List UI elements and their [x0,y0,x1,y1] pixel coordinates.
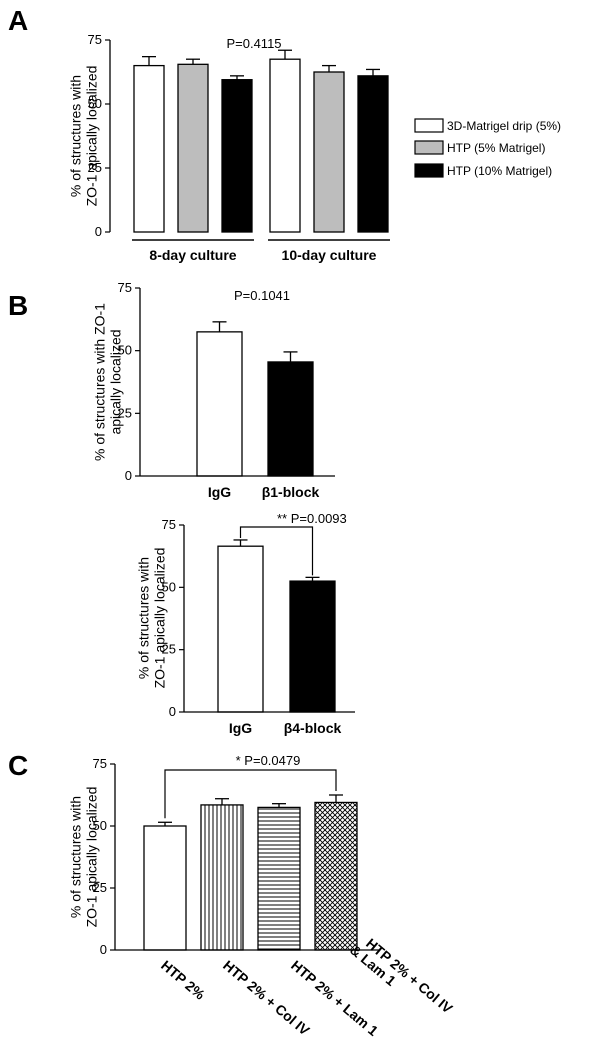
y-tick-label: 25 [162,642,176,657]
y-tick-label: 75 [162,517,176,532]
y-tick-label: 50 [118,343,132,358]
legend-label: 3D-Matrigel drip (5%) [447,119,561,133]
bar-B1-1 [267,361,314,477]
chart-panel-A: A 0 25 50 75 % of structures withZO-1 apicall… [8,5,561,263]
panel-letter: A [8,5,28,36]
category-label: HTP 2% [158,957,208,1003]
category-label: β1-block [262,484,320,500]
category-label: IgG [229,720,252,736]
bar-C-1 [200,804,244,951]
y-axis-label: % of structures with ZO-1apically locali… [92,303,124,461]
y-tick-label: 25 [93,880,107,895]
bar-A-0-2 [221,79,253,233]
chart-panel-B2: 0 25 50 75 % of structures withZO-1 apically… [136,511,355,736]
y-tick-label: 0 [125,468,132,483]
group-label: 8-day culture [149,247,236,263]
y-tick-label: 0 [95,224,102,239]
bar-B4-0 [217,545,264,713]
y-axis-label: % of structures withZO-1 apically locali… [136,548,168,689]
y-tick-label: 75 [93,756,107,771]
bar-B1-0 [196,331,243,477]
bar-C-3 [314,801,358,951]
bar-C-2 [257,806,301,951]
y-tick-label: 25 [88,160,102,175]
p-value-label: P=0.1041 [234,288,290,303]
p-value-label: * P=0.0479 [236,753,301,768]
y-tick-label: 0 [100,942,107,957]
p-value-label: P=0.4115 [226,36,281,51]
bar-A-1-0 [269,58,301,233]
bar-B4-1 [289,580,336,713]
bar-A-1-2 [357,75,389,233]
y-tick-label: 0 [169,704,176,719]
p-value-label: ** P=0.0093 [277,511,347,526]
bar-A-1-1 [313,71,345,233]
chart-panel-B: B 0 25 50 75 % of structures with ZO-1apicall… [8,280,335,500]
y-tick-label: 75 [118,280,132,295]
bar-C-0 [143,825,187,951]
legend-swatch [414,140,444,155]
y-tick-label: 75 [88,32,102,47]
legend-label: HTP (10% Matrigel) [447,164,552,178]
panel-letter: C [8,750,28,781]
bar-A-0-1 [177,63,209,233]
category-label: β4-block [284,720,342,736]
y-tick-label: 50 [88,96,102,111]
panel-letter: B [8,290,28,321]
y-axis-label: % of structures withZO-1 apically locali… [68,787,100,928]
legend-label: HTP (5% Matrigel) [447,141,545,155]
y-tick-label: 50 [93,818,107,833]
significance-bracket [239,526,314,576]
group-label: 10-day culture [282,247,377,263]
legend-swatch [414,163,444,178]
significance-bracket [164,769,337,819]
category-label: IgG [208,484,231,500]
y-tick-label: 25 [118,405,132,420]
chart-panel-C: C 0 25 50 75 % of structures withZO-1 apicall… [8,750,456,1037]
y-tick-label: 50 [162,579,176,594]
bar-A-0-0 [133,64,165,233]
y-axis-label: % of structures withZO-1 apically locali… [68,66,100,207]
legend-swatch [414,118,444,133]
